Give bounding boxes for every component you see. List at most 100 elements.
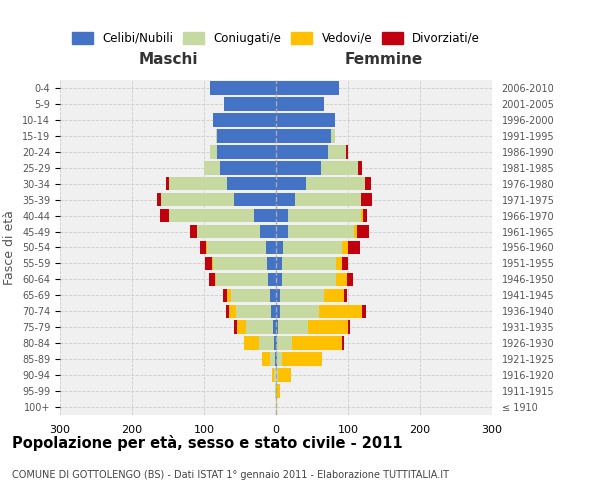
- Bar: [274, 336, 276, 350]
- Bar: [365, 177, 371, 190]
- Bar: [169, 177, 227, 190]
- Bar: [266, 240, 276, 254]
- Bar: [283, 240, 342, 254]
- Text: COMUNE DI GOTTOLENGO (BS) - Dati ISTAT 1° gennaio 2011 - Elaborazione TUTTITALIA: COMUNE DI GOTTOLENGO (BS) - Dati ISTAT 1…: [12, 470, 449, 480]
- Bar: [212, 256, 268, 270]
- Bar: [276, 368, 278, 382]
- Bar: [283, 352, 322, 366]
- Bar: [215, 272, 216, 286]
- Bar: [276, 177, 306, 190]
- Bar: [276, 304, 280, 318]
- Bar: [270, 288, 276, 302]
- Bar: [230, 288, 270, 302]
- Bar: [337, 272, 347, 286]
- Bar: [217, 145, 276, 158]
- Bar: [224, 97, 276, 110]
- Bar: [306, 177, 365, 190]
- Bar: [276, 225, 287, 238]
- Bar: [260, 225, 276, 238]
- Bar: [272, 368, 274, 382]
- Bar: [276, 352, 277, 366]
- Bar: [344, 288, 347, 302]
- Bar: [210, 145, 217, 158]
- Bar: [277, 336, 292, 350]
- Bar: [271, 304, 276, 318]
- Bar: [268, 256, 276, 270]
- Bar: [276, 97, 324, 110]
- Bar: [287, 209, 361, 222]
- Bar: [259, 336, 274, 350]
- Bar: [342, 336, 344, 350]
- Bar: [244, 336, 259, 350]
- Bar: [274, 368, 276, 382]
- Text: Popolazione per età, sesso e stato civile - 2011: Popolazione per età, sesso e stato civil…: [12, 435, 403, 451]
- Bar: [361, 209, 363, 222]
- Bar: [262, 352, 269, 366]
- Bar: [320, 161, 358, 174]
- Bar: [229, 304, 236, 318]
- Bar: [227, 177, 276, 190]
- Bar: [275, 384, 276, 398]
- Bar: [347, 272, 353, 286]
- Bar: [276, 145, 328, 158]
- Bar: [209, 272, 215, 286]
- Bar: [217, 129, 276, 142]
- Bar: [358, 225, 369, 238]
- Bar: [282, 272, 337, 286]
- Bar: [276, 240, 283, 254]
- Text: Femmine: Femmine: [345, 52, 423, 68]
- Bar: [278, 368, 291, 382]
- Bar: [214, 113, 276, 126]
- Bar: [276, 384, 280, 398]
- Bar: [223, 288, 227, 302]
- Bar: [269, 352, 275, 366]
- Bar: [277, 352, 283, 366]
- Bar: [362, 304, 366, 318]
- Bar: [190, 225, 197, 238]
- Bar: [282, 256, 337, 270]
- Bar: [276, 400, 277, 414]
- Legend: Celibi/Nubili, Coniugati/e, Vedovi/e, Divorziati/e: Celibi/Nubili, Coniugati/e, Vedovi/e, Di…: [66, 26, 486, 50]
- Bar: [342, 256, 348, 270]
- Bar: [292, 336, 342, 350]
- Bar: [354, 225, 358, 238]
- Bar: [234, 193, 276, 206]
- Bar: [160, 209, 169, 222]
- Bar: [157, 193, 161, 206]
- Bar: [276, 129, 331, 142]
- Bar: [280, 288, 324, 302]
- Bar: [197, 225, 260, 238]
- Bar: [324, 288, 344, 302]
- Bar: [287, 225, 354, 238]
- Bar: [236, 304, 271, 318]
- Bar: [233, 320, 237, 334]
- Bar: [216, 272, 268, 286]
- Bar: [295, 193, 361, 206]
- Bar: [215, 129, 217, 142]
- Bar: [319, 304, 362, 318]
- Bar: [346, 145, 348, 158]
- Bar: [161, 193, 234, 206]
- Bar: [276, 193, 295, 206]
- Bar: [237, 320, 246, 334]
- Bar: [363, 209, 367, 222]
- Bar: [358, 161, 362, 174]
- Bar: [280, 304, 319, 318]
- Bar: [348, 240, 359, 254]
- Bar: [328, 145, 346, 158]
- Bar: [206, 240, 207, 254]
- Bar: [308, 320, 348, 334]
- Bar: [246, 320, 273, 334]
- Bar: [278, 320, 308, 334]
- Bar: [205, 256, 212, 270]
- Bar: [204, 161, 220, 174]
- Bar: [276, 81, 338, 95]
- Bar: [276, 288, 280, 302]
- Bar: [276, 336, 277, 350]
- Bar: [210, 81, 276, 95]
- Bar: [361, 193, 373, 206]
- Bar: [273, 320, 276, 334]
- Bar: [275, 352, 276, 366]
- Bar: [207, 240, 266, 254]
- Bar: [254, 209, 276, 222]
